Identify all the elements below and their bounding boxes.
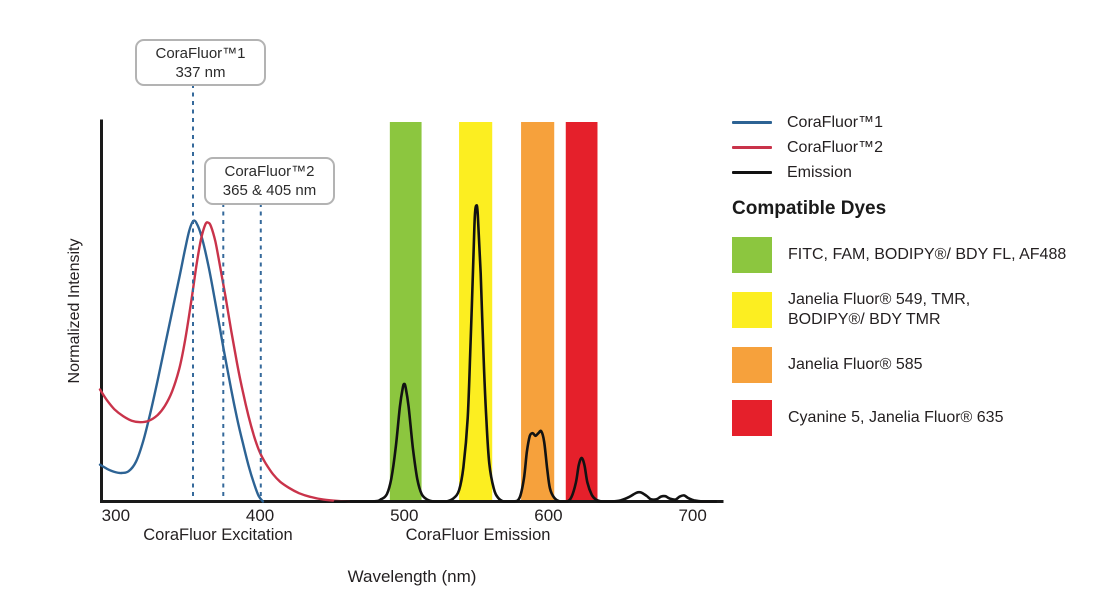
x-axis-label: Wavelength (nm) (347, 567, 477, 586)
dye-color-swatch-green (732, 237, 772, 273)
legend-item-corafluor1: CoraFluor™1 (732, 110, 883, 135)
legend: CoraFluor™1 CoraFluor™2 Emission (732, 110, 883, 185)
dye-label-line: Janelia Fluor® 585 (788, 356, 923, 373)
x-axis-group-label-emission: CoraFluor Emission (405, 526, 551, 544)
annotation-corafluor2: CoraFluor™2 365 & 405 nm (204, 157, 335, 205)
legend-label: CoraFluor™2 (787, 138, 884, 156)
dye-label: Janelia Fluor® 549, TMR, BODIPY®/ BDY TM… (788, 290, 970, 330)
dye-color-swatch-orange (732, 347, 772, 383)
series-curve (333, 204, 717, 503)
dye-item-green: FITC, FAM, BODIPY®/ BDY FL, AF488 (732, 237, 1066, 273)
x-tick-label: 400 (246, 506, 274, 525)
dye-label: Cyanine 5, Janelia Fluor® 635 (788, 408, 1003, 428)
y-axis-label: Normalized Intensity (66, 238, 83, 384)
x-tick-label: 600 (534, 506, 562, 525)
compatible-dyes-list: FITC, FAM, BODIPY®/ BDY FL, AF488 Janeli… (732, 237, 1066, 436)
legend-label: CoraFluor™1 (787, 113, 884, 131)
annotation-corafluor2-title: CoraFluor™2 (224, 163, 315, 180)
x-tick-label: 700 (678, 506, 706, 525)
filter-band (565, 122, 598, 502)
dye-color-swatch-yellow (732, 292, 772, 328)
legend-item-corafluor2: CoraFluor™2 (732, 135, 883, 160)
dye-label-line: Cyanine 5, Janelia Fluor® 635 (788, 409, 1004, 426)
x-tick-label: 500 (390, 506, 418, 525)
filter-band (521, 122, 555, 502)
dye-color-swatch-red (732, 400, 772, 436)
dye-item-red: Cyanine 5, Janelia Fluor® 635 (732, 400, 1066, 436)
legend-line-swatch-red (732, 146, 772, 149)
filter-band (389, 122, 422, 502)
dye-item-orange: Janelia Fluor® 585 (732, 347, 1066, 383)
series-curve (98, 221, 351, 503)
x-tick-label: 300 (102, 506, 130, 525)
legend-item-emission: Emission (732, 160, 883, 185)
legend-line-swatch-blue (732, 121, 772, 124)
compatible-dyes-heading: Compatible Dyes (732, 198, 887, 219)
dye-label-line: BODIPY®/ BDY TMR (788, 311, 941, 328)
dye-label: FITC, FAM, BODIPY®/ BDY FL, AF488 (788, 245, 1066, 265)
legend-label: Emission (787, 163, 852, 181)
annotation-corafluor1: CoraFluor™1 337 nm (135, 39, 266, 86)
dye-label-line: Janelia Fluor® 549, TMR, (788, 291, 971, 308)
annotation-corafluor2-value: 365 & 405 nm (222, 182, 317, 199)
dye-item-yellow: Janelia Fluor® 549, TMR, BODIPY®/ BDY TM… (732, 290, 1066, 330)
x-axis-group-label-excitation: CoraFluor Excitation (143, 526, 293, 544)
dye-label-line: FITC, FAM, BODIPY®/ BDY FL, AF488 (788, 246, 1067, 263)
annotation-corafluor1-value: 337 nm (175, 63, 226, 81)
series-curve (98, 219, 265, 503)
dye-label: Janelia Fluor® 585 (788, 355, 923, 375)
annotation-corafluor1-title: CoraFluor™1 (155, 44, 246, 62)
legend-line-swatch-black (732, 171, 772, 174)
